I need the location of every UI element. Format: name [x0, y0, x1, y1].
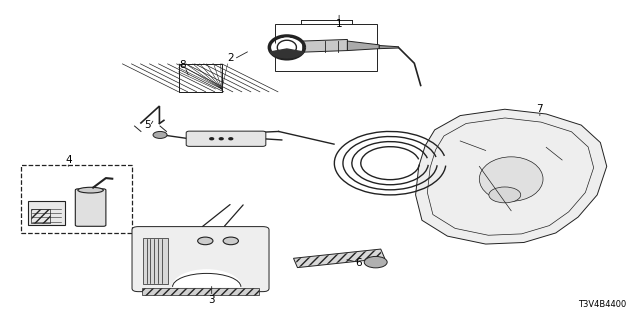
Text: 8: 8 [180, 60, 186, 70]
Circle shape [229, 138, 233, 140]
Circle shape [220, 138, 223, 140]
Bar [141, 288, 259, 295]
Text: 3: 3 [209, 295, 215, 305]
Polygon shape [415, 109, 607, 244]
Text: 4: 4 [65, 155, 72, 165]
Text: 7: 7 [536, 104, 543, 114]
FancyBboxPatch shape [132, 227, 269, 292]
Text: T3V4B4400: T3V4B4400 [578, 300, 626, 309]
Circle shape [210, 138, 214, 140]
Text: 5: 5 [145, 120, 151, 130]
Bar [20, 165, 132, 233]
Bar [143, 238, 168, 284]
Circle shape [489, 187, 521, 203]
Circle shape [364, 256, 387, 268]
Bar [31, 209, 50, 223]
Text: 1: 1 [336, 19, 342, 28]
Polygon shape [380, 45, 398, 49]
Wedge shape [270, 49, 303, 58]
Bar [275, 24, 378, 71]
Circle shape [153, 132, 167, 139]
Wedge shape [173, 270, 241, 287]
FancyBboxPatch shape [186, 131, 266, 146]
Bar [294, 249, 385, 268]
Polygon shape [348, 41, 380, 51]
Bar [295, 250, 383, 267]
Circle shape [223, 237, 239, 245]
Bar [28, 201, 65, 225]
Bar [179, 64, 222, 92]
Text: 6: 6 [355, 258, 362, 268]
FancyBboxPatch shape [76, 189, 106, 226]
Text: 2: 2 [227, 53, 234, 63]
Bar [179, 64, 222, 92]
Polygon shape [303, 39, 348, 52]
Ellipse shape [479, 157, 543, 201]
Circle shape [198, 237, 213, 245]
Ellipse shape [78, 187, 103, 193]
